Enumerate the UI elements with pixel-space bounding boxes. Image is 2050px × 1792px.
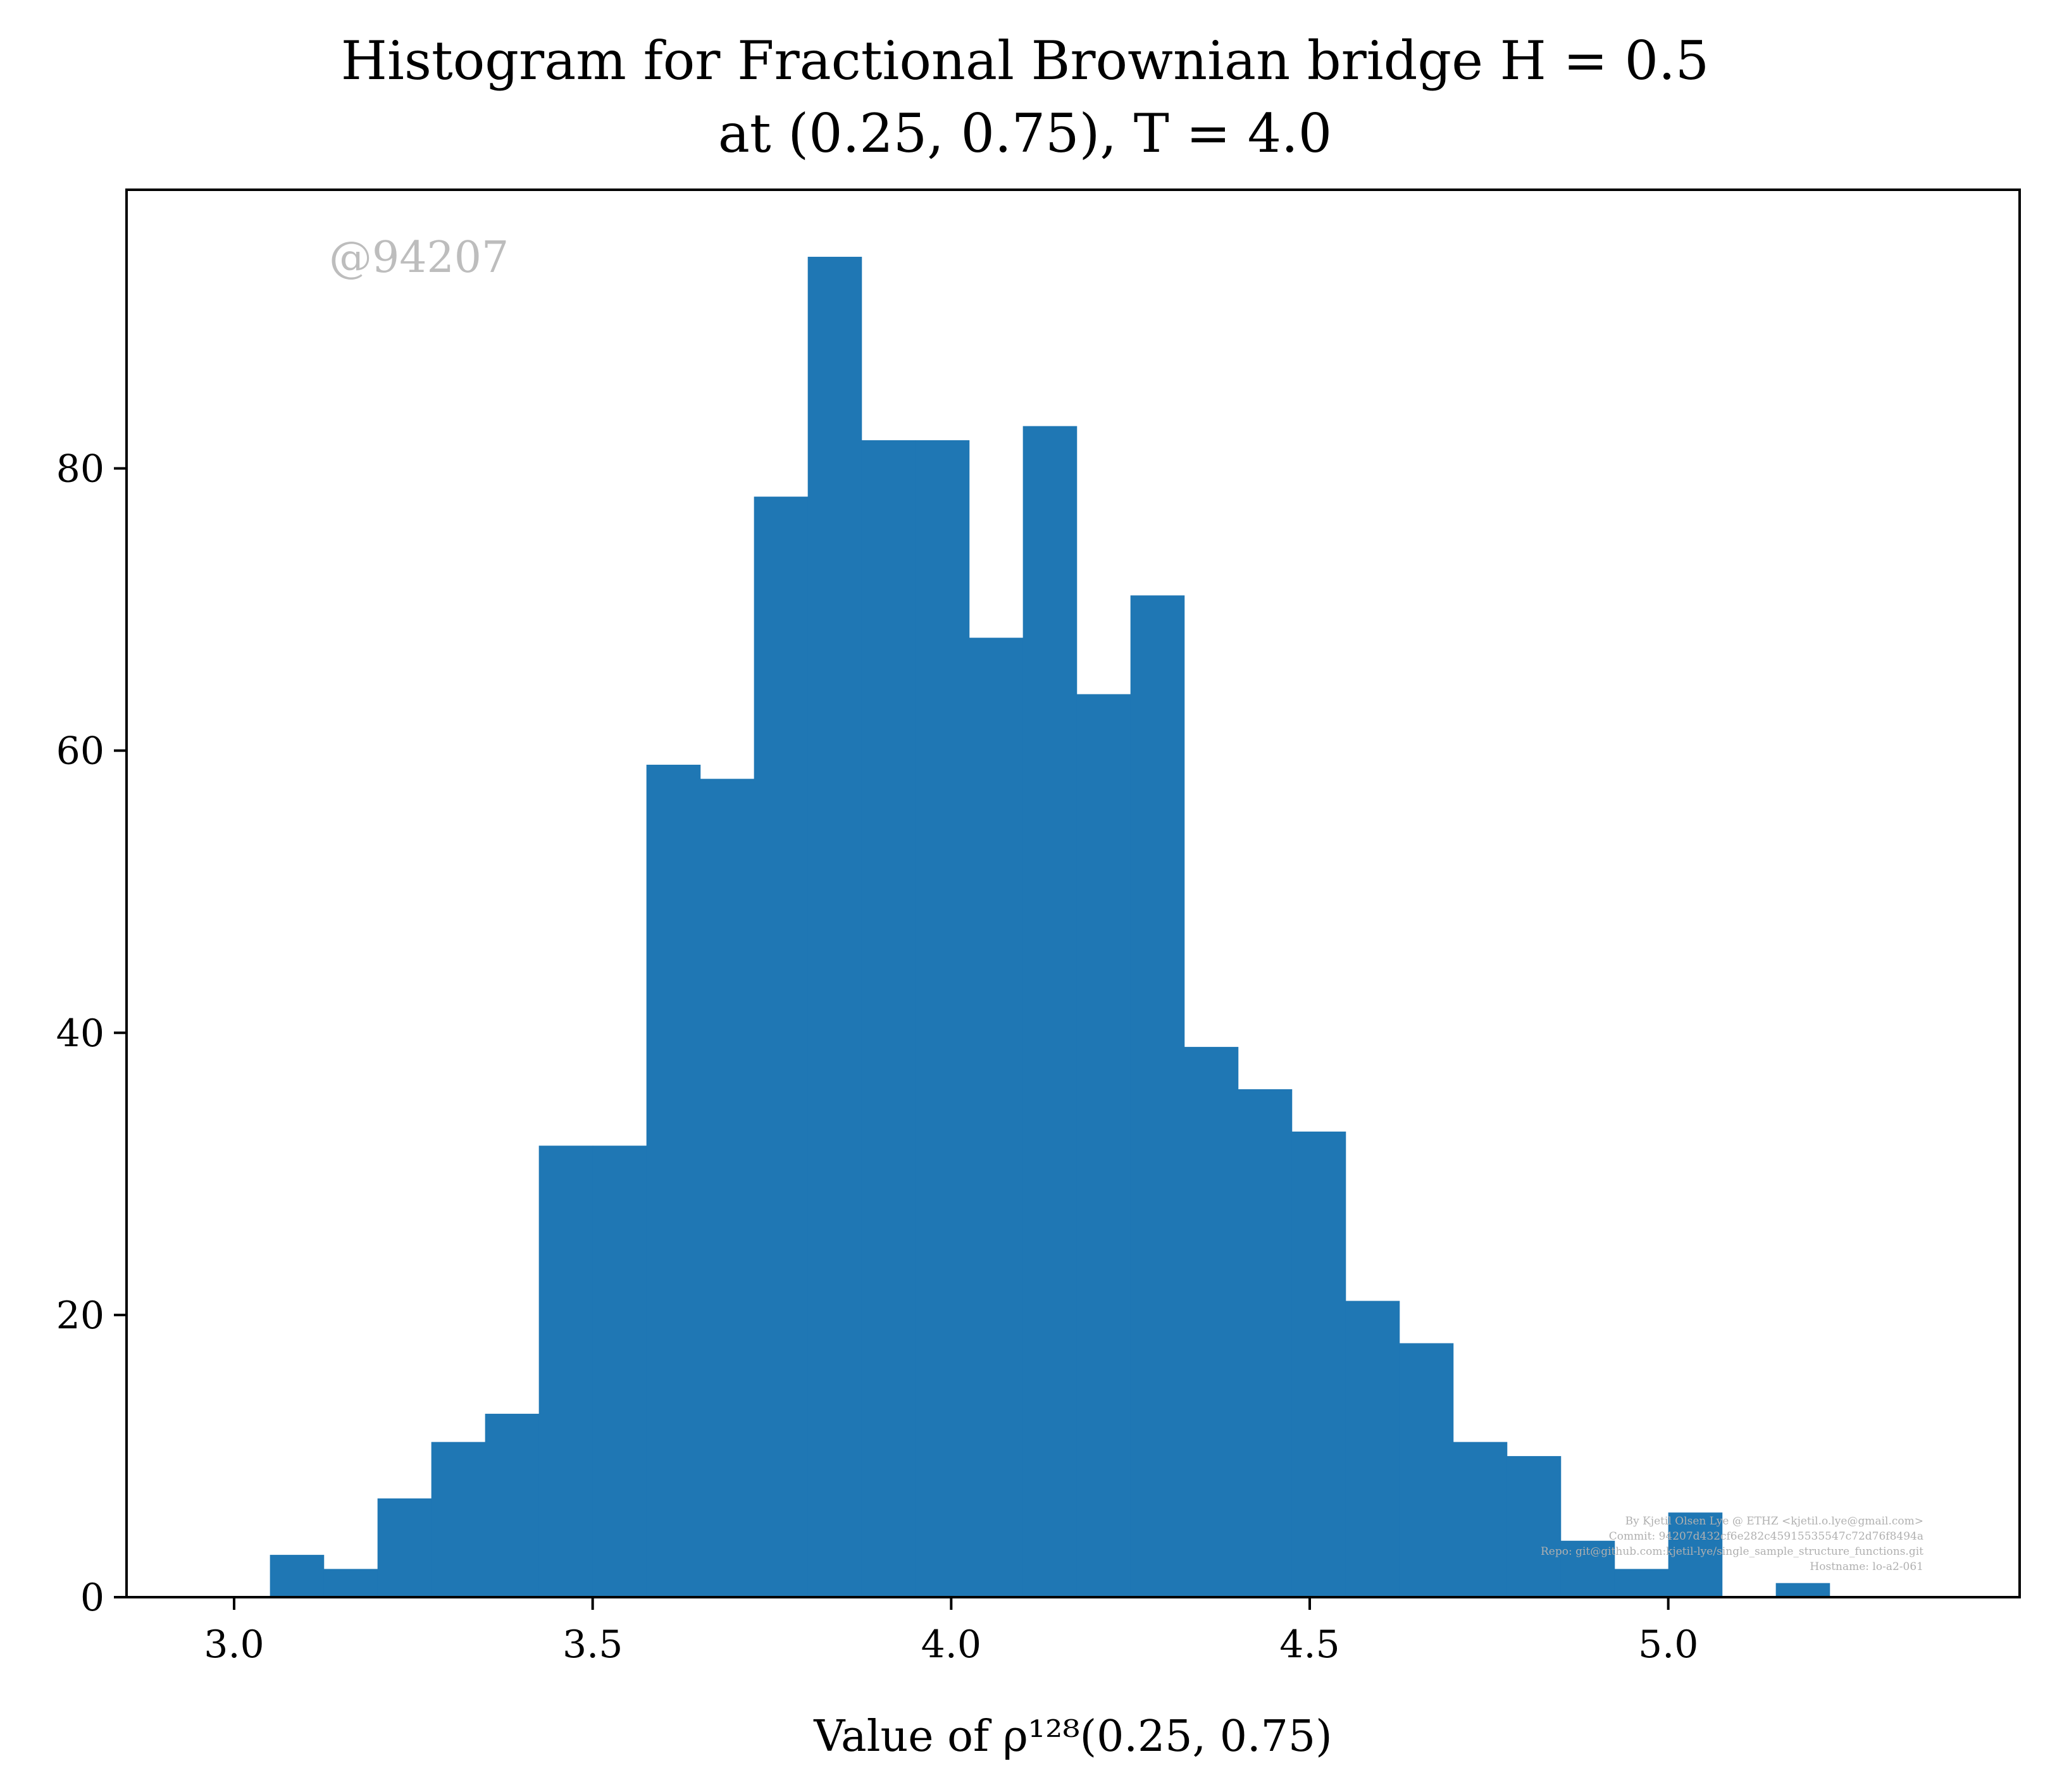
y-tick-label: 40 [56,1011,104,1056]
credits-block: By Kjetil Olsen Lye @ ETHZ <kjetil.o.lye… [1541,1515,1923,1573]
histogram-bar [915,440,970,1598]
y-tick-label: 80 [56,447,104,491]
histogram-bar [1775,1583,1830,1597]
histogram-bar [270,1555,325,1597]
histogram-bar [861,440,916,1598]
histogram-bar [431,1442,486,1597]
histogram-bar [969,638,1024,1597]
x-tick-label: 4.0 [921,1622,981,1667]
histogram-bar [1399,1343,1454,1597]
y-tick-label: 0 [80,1576,104,1620]
histogram-bar [1130,595,1185,1597]
histogram-bar [592,1146,647,1597]
histogram-bar [700,779,755,1597]
y-tick-label: 60 [56,729,104,774]
histogram-bar [1668,1512,1723,1597]
histogram-bars [270,256,1830,1598]
histogram-bar [646,764,701,1597]
histogram-bar [485,1414,540,1597]
credits-line: Repo: git@github.com:kjetil-lye/single_s… [1541,1545,1923,1558]
histogram-bar [1453,1442,1508,1597]
histogram-bar [1022,426,1078,1597]
x-tick-label: 4.5 [1279,1622,1339,1667]
histogram-bar [1291,1131,1346,1597]
plot-frame [125,188,2021,1598]
y-axis-ticks: 0 20 40 60 80 [56,447,127,1620]
credits-line: By Kjetil Olsen Lye @ ETHZ <kjetil.o.lye… [1625,1515,1923,1528]
histogram-bar [1184,1047,1239,1597]
histogram-bar [1238,1089,1293,1597]
x-tick-label: 3.5 [562,1622,623,1667]
x-axis-label: Value of ρ¹²⁸(0.25, 0.75) [813,1712,1332,1762]
histogram-bar [1506,1455,1562,1597]
histogram-bar [754,497,809,1597]
x-axis-ticks: 3.0 3.5 4.0 4.5 5.0 [204,1597,1698,1667]
histogram-bar [377,1498,432,1597]
y-tick-label: 20 [56,1294,104,1338]
histogram-bar [1614,1569,1669,1597]
chart-title-line-2: at (0.25, 0.75), T = 4.0 [718,102,1332,164]
x-tick-label: 5.0 [1638,1622,1698,1667]
x-tick-label: 3.0 [204,1622,264,1667]
histogram-bar [1345,1301,1400,1597]
watermark-text: @94207 [329,233,509,283]
histogram-bar [538,1146,593,1597]
histogram-bar [1560,1540,1615,1597]
histogram-bar [1076,694,1131,1597]
histogram-bar [807,256,862,1597]
credits-line: Commit: 94207d432cf6e282c45915535547c72d… [1609,1530,1923,1543]
credits-line: Hostname: lo-a2-061 [1810,1560,1923,1573]
chart-title-line-1: Histogram for Fractional Brownian bridge… [341,30,1710,92]
histogram-bar [323,1569,378,1597]
